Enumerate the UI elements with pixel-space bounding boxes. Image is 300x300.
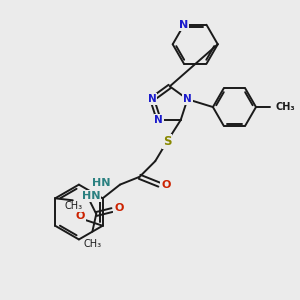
Text: O: O — [75, 211, 85, 221]
Text: N: N — [183, 94, 192, 104]
Text: HN: HN — [82, 191, 100, 201]
Text: O: O — [114, 203, 124, 213]
Text: CH₃: CH₃ — [64, 201, 82, 211]
Text: S: S — [163, 135, 171, 148]
Text: N: N — [148, 94, 157, 104]
Text: N: N — [154, 115, 163, 125]
Text: CH₃: CH₃ — [276, 102, 295, 112]
Text: N: N — [179, 20, 189, 30]
Text: HN: HN — [92, 178, 110, 188]
Text: O: O — [161, 180, 171, 190]
Text: CH₃: CH₃ — [83, 239, 101, 250]
